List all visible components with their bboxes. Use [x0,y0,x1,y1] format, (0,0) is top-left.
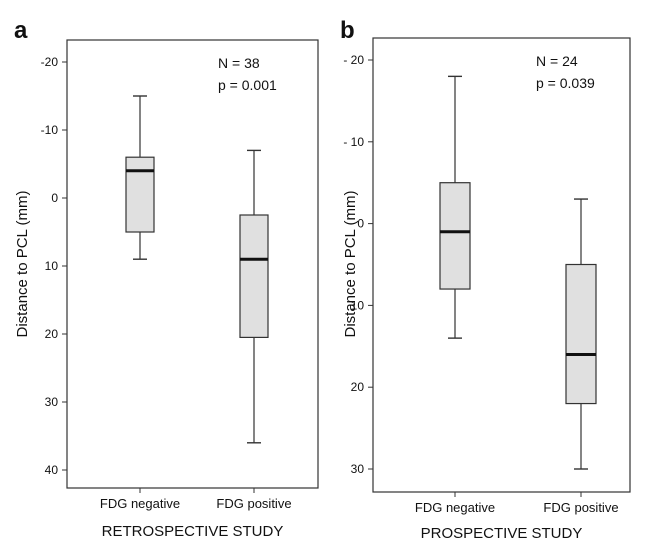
stat-annotation: p = 0.039 [536,75,595,91]
x-axis-label: RETROSPECTIVE STUDY [102,523,284,540]
y-tick-label: 30 [45,395,59,409]
x-category-label: FDG negative [415,500,495,515]
x-category-label: FDG positive [543,500,618,515]
x-category-label: FDG positive [216,496,291,511]
y-tick-label: - 20 [343,53,364,67]
y-tick-label: - 10 [343,135,364,149]
x-axis-label: PROSPECTIVE STUDY [421,525,583,542]
y-tick-label: 30 [351,462,365,476]
box-fdg-negative [439,75,471,339]
y-tick-label: 0 [357,217,364,231]
panel-letter: a [14,17,28,44]
chart-panel-b: b - 20 - 10 0 10 20 30 FDG negative FDG positive… [340,17,631,542]
iqr-box [239,214,269,339]
y-tick-label: -20 [41,55,59,69]
stat-annotation: p = 0.001 [218,77,277,93]
chart-panel-a: a -20 -10 0 10 20 30 40 FDG negative FDG positive… [14,17,319,540]
x-category-label: FDG negative [100,496,180,511]
y-tick-label: 20 [351,380,365,394]
iqr-box [125,156,155,233]
box-fdg-positive [565,198,597,470]
plot-frame [372,37,631,493]
y-tick-label: 10 [351,298,365,312]
iqr-box [439,182,471,290]
y-axis-label: Distance to PCL (mm) [342,191,359,338]
y-tick-label: 0 [51,191,58,205]
y-tick-label: -10 [41,123,59,137]
box-fdg-positive [239,149,269,444]
y-axis-label: Distance to PCL (mm) [14,191,31,338]
iqr-box [565,263,597,405]
y-tick-label: 40 [45,463,59,477]
plot-frame [66,39,319,489]
box-fdg-negative [125,95,155,260]
y-tick-label: 20 [45,327,59,341]
panel-letter: b [340,17,355,44]
y-tick-label: 10 [45,259,59,273]
stat-annotation: N = 24 [536,53,578,69]
stat-annotation: N = 38 [218,55,260,71]
